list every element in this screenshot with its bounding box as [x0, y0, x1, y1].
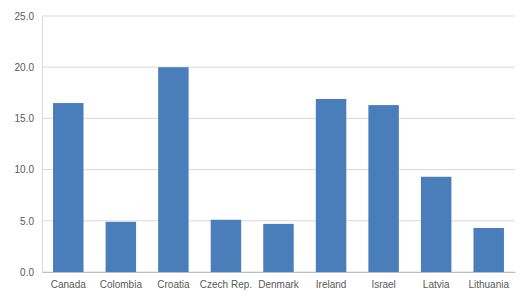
bar [368, 105, 398, 272]
y-tick: 10.0 [15, 164, 42, 175]
x-tick: Canada [51, 272, 86, 290]
y-tick: 20.0 [15, 62, 42, 73]
y-tick-label: 5.0 [20, 216, 34, 227]
x-tick-label: Latvia [423, 279, 450, 290]
y-tick-label: 25.0 [15, 11, 35, 22]
y-tick: 25.0 [15, 11, 42, 22]
grid-line [42, 169, 515, 170]
x-axis: Canada Colombia Croatia Czech Rep. Denmark Ir… [43, 272, 516, 290]
bar [263, 224, 293, 272]
bar [473, 228, 503, 272]
grid-line [42, 16, 515, 17]
x-tick-label: Croatia [157, 279, 190, 290]
bar [421, 177, 451, 272]
x-tick: Colombia [100, 272, 143, 290]
y-tick-label: 10.0 [15, 164, 35, 175]
x-tick-label: Denmark [258, 279, 300, 290]
y-axis-line [42, 17, 43, 273]
x-axis-line [43, 272, 516, 273]
x-tick-label: Czech Rep. [200, 279, 252, 290]
y-tick: 5.0 [20, 216, 42, 227]
x-tick: Latvia [423, 272, 450, 290]
plot-area: 0.0 5.0 10.0 15.0 20.0 25.0 Canada Colombia Croa… [15, 11, 516, 290]
x-tick-label: Ireland [316, 279, 347, 290]
x-tick: Lithuania [468, 272, 509, 290]
bars [53, 67, 504, 272]
chart: 0.0 5.0 10.0 15.0 20.0 25.0 Canada Colombia Croa… [0, 0, 525, 297]
x-tick: Israel [371, 272, 395, 290]
y-tick-label: 20.0 [15, 62, 35, 73]
bar [53, 103, 83, 272]
grid-line [42, 118, 515, 119]
x-tick-label: Colombia [100, 279, 143, 290]
y-axis: 0.0 5.0 10.0 15.0 20.0 25.0 [15, 11, 43, 278]
x-tick-label: Canada [51, 279, 86, 290]
x-tick-label: Lithuania [468, 279, 509, 290]
x-tick: Ireland [316, 272, 347, 290]
bar [106, 222, 136, 272]
grid [42, 16, 515, 272]
x-tick: Croatia [157, 272, 190, 290]
y-tick: 0.0 [20, 267, 42, 278]
y-tick-label: 15.0 [15, 113, 35, 124]
bar [158, 67, 188, 272]
y-tick-label: 0.0 [20, 267, 34, 278]
bar [316, 99, 346, 272]
grid-line [42, 67, 515, 68]
x-tick: Czech Rep. [200, 272, 252, 290]
y-tick: 15.0 [15, 113, 42, 124]
x-tick: Denmark [258, 272, 300, 290]
x-tick-label: Israel [371, 279, 395, 290]
bar [211, 220, 241, 272]
